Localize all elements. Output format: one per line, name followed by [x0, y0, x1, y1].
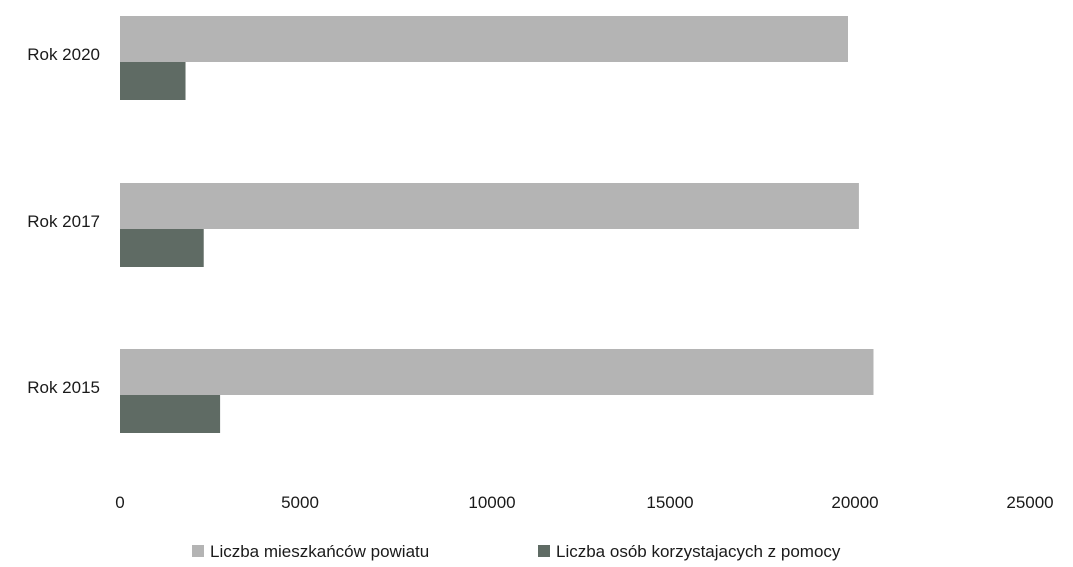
x-tick-label: 10000 [468, 493, 515, 512]
x-axis-ticks: 0 5000 10000 15000 20000 25000 [115, 493, 1053, 512]
legend: Liczba mieszkańców powiatu Liczba osób ko… [192, 542, 841, 561]
category-label: Rok 2015 [27, 378, 100, 397]
x-tick-label: 0 [115, 493, 124, 512]
bar-assisted-rok-2015 [120, 395, 221, 433]
bar-residents-rok-2017 [120, 183, 859, 229]
bar-residents-rok-2020 [120, 16, 848, 62]
x-tick-label: 5000 [281, 493, 319, 512]
legend-swatch [538, 545, 550, 557]
x-tick-label: 15000 [646, 493, 693, 512]
bar-residents-rok-2015 [120, 349, 874, 395]
category-label: Rok 2017 [27, 212, 100, 231]
bars-group [120, 16, 874, 433]
legend-label: Liczba osób korzystajacych z pomocy [556, 542, 841, 561]
category-label: Rok 2020 [27, 45, 100, 64]
legend-swatch [192, 545, 204, 557]
legend-label: Liczba mieszkańców powiatu [210, 542, 429, 561]
x-tick-label: 25000 [1006, 493, 1053, 512]
x-tick-label: 20000 [831, 493, 878, 512]
bar-assisted-rok-2017 [120, 229, 204, 267]
category-labels: Rok 2020 Rok 2017 Rok 2015 [27, 45, 100, 397]
bar-assisted-rok-2020 [120, 62, 186, 100]
